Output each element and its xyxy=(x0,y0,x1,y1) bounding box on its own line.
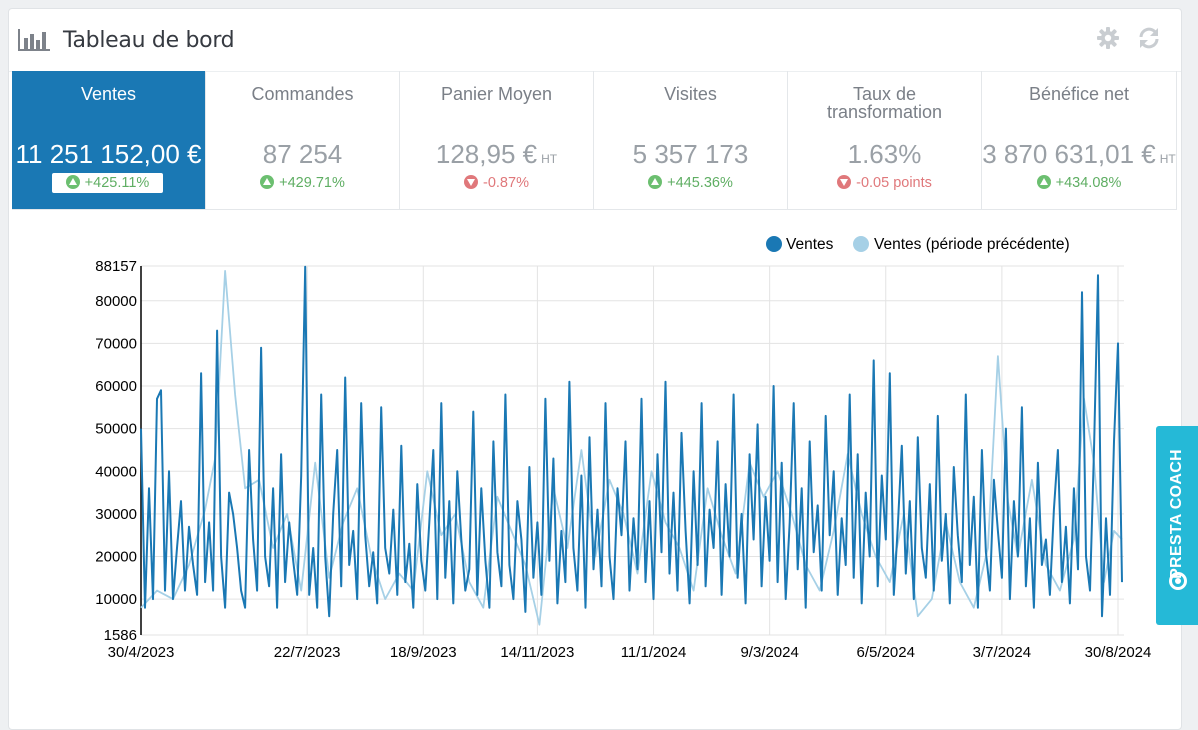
y-tick-label: 60000 xyxy=(95,378,137,395)
kpi-unit: HT xyxy=(1159,152,1176,166)
kpi-change: +434.08% xyxy=(982,175,1176,191)
y-tick-label: 30000 xyxy=(95,506,137,523)
kpi-label: Commandes xyxy=(251,84,354,104)
kpi-label: Panier Moyen xyxy=(440,84,553,104)
kpi-label: Taux de transformation xyxy=(826,84,943,122)
y-tick-label: 40000 xyxy=(95,463,137,480)
page-title: Tableau de bord xyxy=(63,28,235,53)
series-line-ventes xyxy=(140,265,1123,618)
kpi-value: 128,95 € HT xyxy=(400,139,593,170)
kpi-change-text: +445.36% xyxy=(667,175,733,191)
arrow-down-icon xyxy=(464,175,479,189)
kpi-change: -0.87% xyxy=(400,175,593,191)
kpi-change-text: +429.71% xyxy=(279,175,345,191)
kpi-value: 3 870 631,01 € HT xyxy=(982,139,1176,170)
kpi-tab-2[interactable]: Panier Moyen 128,95 € HT -0.87% xyxy=(400,71,594,209)
kpi-change: -0.05 points xyxy=(788,175,981,191)
kpi-label: Visites xyxy=(664,84,717,104)
bar-chart-icon xyxy=(18,29,50,51)
kpi-value-text: 1.63% xyxy=(847,139,922,169)
y-tick-label: 80000 xyxy=(95,293,137,310)
x-tick-label: 30/8/2024 xyxy=(1085,644,1152,661)
kpi-value: 5 357 173 xyxy=(594,139,787,170)
kpi-change: +429.71% xyxy=(206,175,399,191)
kpi-label: Bénéfice net xyxy=(1028,84,1130,104)
kpi-value-text: 3 870 631,01 € xyxy=(982,139,1156,169)
arrow-up-icon xyxy=(260,175,275,189)
kpi-change-text: -0.87% xyxy=(483,175,529,191)
kpi-value-text: 11 251 152,00 € xyxy=(15,139,202,169)
y-tick-label: 1586 xyxy=(104,627,137,644)
y-tick-label: 50000 xyxy=(95,421,137,438)
legend-label: Ventes xyxy=(786,236,834,253)
kpi-unit: HT xyxy=(541,152,558,166)
x-tick-label: 9/3/2024 xyxy=(740,644,798,661)
kpi-tab-4[interactable]: Taux de transformation 1.63% -0.05 points xyxy=(788,71,982,209)
refresh-icon[interactable] xyxy=(1137,26,1161,50)
arrow-up-icon xyxy=(1036,175,1051,189)
legend-label: Ventes (période précédente) xyxy=(874,236,1070,253)
kpi-value: 87 254 xyxy=(206,139,399,170)
arrow-down-icon xyxy=(837,175,852,189)
x-tick-label: 6/5/2024 xyxy=(857,644,915,661)
kpi-change-text: -0.05 points xyxy=(856,175,932,191)
presta-coach-tab[interactable]: PRESTA COACH xyxy=(1156,426,1198,625)
kpi-tabs: Ventes 11 251 152,00 € +425.11% Commandes 87… xyxy=(12,71,1177,210)
x-tick-label: 11/1/2024 xyxy=(621,644,687,661)
y-tick-label: 20000 xyxy=(95,549,137,566)
kpi-tab-3[interactable]: Visites 5 357 173 +445.36% xyxy=(594,71,788,209)
y-tick-label: 10000 xyxy=(95,591,137,608)
x-tick-label: 22/7/2023 xyxy=(274,644,341,661)
legend-swatch xyxy=(766,236,782,252)
panel-header: Tableau de bord xyxy=(9,9,1181,72)
kpi-value-text: 128,95 € xyxy=(435,139,538,169)
dashboard-panel: Tableau de bord Ventes 11 251 152,00 € +42… xyxy=(8,8,1182,730)
soccer-ball-icon xyxy=(1169,572,1187,590)
legend-swatch xyxy=(853,236,869,252)
kpi-tab-5[interactable]: Bénéfice net 3 870 631,01 € HT +434.08% xyxy=(982,71,1177,209)
presta-coach-label: PRESTA COACH xyxy=(1168,449,1185,579)
kpi-label: Ventes xyxy=(80,84,137,104)
kpi-value: 11 251 152,00 € xyxy=(12,139,205,170)
x-tick-label: 14/11/2023 xyxy=(500,644,574,661)
kpi-change: +445.36% xyxy=(594,175,787,191)
y-tick-label: 88157 xyxy=(95,258,137,275)
arrow-up-icon xyxy=(65,175,80,189)
sales-chart: 1586 10000 20000 30000 40000 50000 60000 70000 8… xyxy=(95,236,1152,661)
kpi-change: +425.11% xyxy=(52,173,163,193)
kpi-tab-0[interactable]: Ventes 11 251 152,00 € +425.11% xyxy=(12,71,206,209)
x-tick-label: 3/7/2024 xyxy=(973,644,1031,661)
x-tick-label: 30/4/2023 xyxy=(108,644,175,661)
gear-icon[interactable] xyxy=(1097,27,1119,49)
kpi-change-text: +434.08% xyxy=(1055,175,1122,191)
x-tick-label: 18/9/2023 xyxy=(390,644,457,661)
kpi-value: 1.63% xyxy=(788,139,981,170)
kpi-tab-1[interactable]: Commandes 87 254 +429.71% xyxy=(206,71,400,209)
kpi-change-text: +425.11% xyxy=(84,175,150,191)
kpi-value-text: 87 254 xyxy=(262,139,343,169)
y-tick-label: 70000 xyxy=(95,335,137,352)
kpi-value-text: 5 357 173 xyxy=(632,139,749,169)
arrow-up-icon xyxy=(648,175,663,189)
